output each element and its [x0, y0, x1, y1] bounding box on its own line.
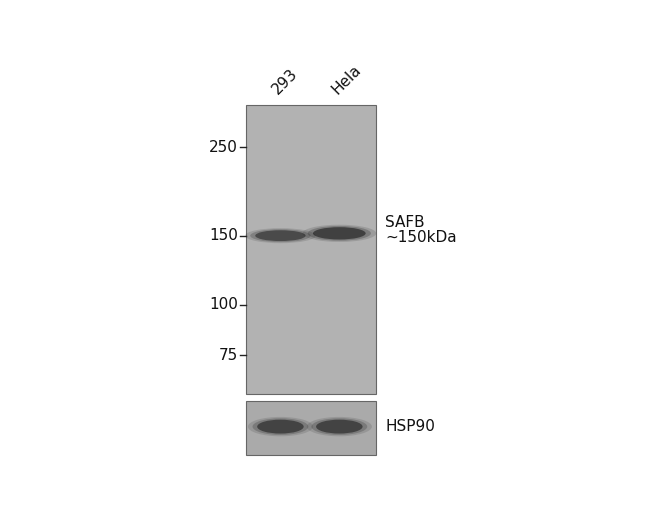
Text: 250: 250	[209, 139, 238, 154]
Text: 293: 293	[270, 66, 301, 97]
Text: SAFB: SAFB	[385, 215, 424, 230]
Ellipse shape	[250, 229, 311, 242]
Ellipse shape	[313, 227, 366, 240]
Ellipse shape	[245, 228, 316, 243]
Ellipse shape	[307, 417, 372, 436]
Text: 100: 100	[209, 297, 238, 313]
Ellipse shape	[252, 418, 308, 435]
Text: ~150kDa: ~150kDa	[385, 230, 457, 245]
Text: HSP90: HSP90	[385, 419, 435, 434]
Bar	[246, 105, 376, 394]
Text: Hela: Hela	[329, 62, 364, 97]
Ellipse shape	[257, 420, 304, 434]
Ellipse shape	[302, 225, 376, 242]
Bar	[246, 401, 376, 455]
Ellipse shape	[307, 226, 371, 241]
Ellipse shape	[255, 230, 306, 241]
Text: 150: 150	[209, 228, 238, 243]
Text: 75: 75	[218, 347, 238, 362]
Ellipse shape	[316, 420, 363, 434]
Ellipse shape	[311, 418, 367, 435]
Ellipse shape	[248, 417, 313, 436]
